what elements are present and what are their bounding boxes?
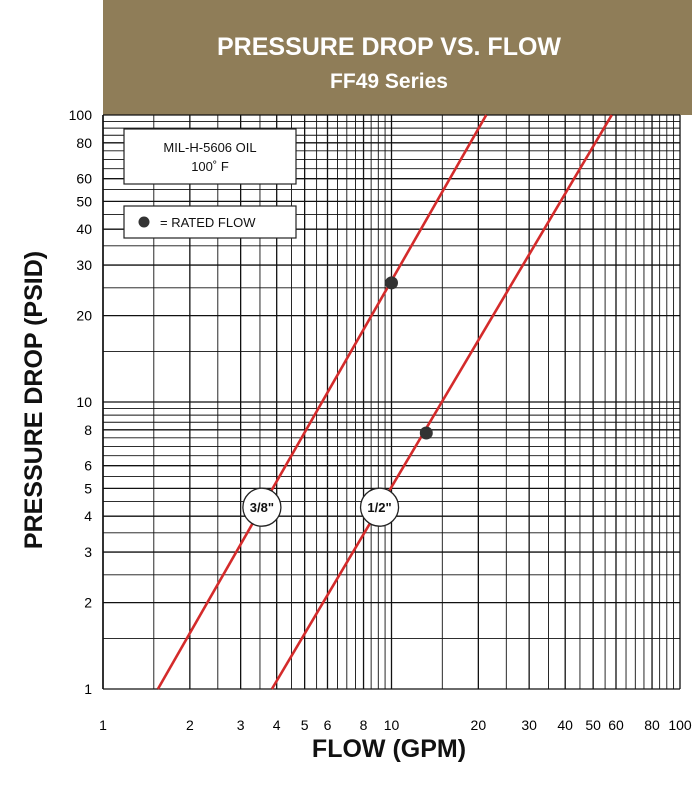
- y-tick-label: 3: [84, 544, 92, 560]
- y-tick-label: 100: [69, 107, 93, 123]
- rated-flow-point: [385, 276, 398, 290]
- series-lines: 3/8" 1/2": [156, 114, 613, 690]
- fluid-legend-box: [123, 128, 297, 185]
- y-tick-label: 8: [84, 422, 92, 438]
- y-tick-label: 60: [76, 171, 92, 187]
- rated-flow-legend-text: = RATED FLOW: [160, 215, 256, 230]
- y-tick-label: 80: [76, 135, 92, 151]
- x-tick-label: 5: [301, 717, 309, 733]
- x-tick-label: 8: [360, 717, 368, 733]
- fluid-legend-line2: 100˚ F: [191, 159, 229, 174]
- series-callout-circle: [359, 487, 400, 527]
- y-tick-label: 10: [76, 394, 92, 410]
- x-tick-label: 40: [557, 717, 573, 733]
- fluid-legend-line1: MIL-H-5606 OIL: [163, 140, 256, 155]
- x-tick-label: 50: [585, 717, 601, 733]
- x-tick-label: 80: [644, 717, 660, 733]
- chart-title: PRESSURE DROP VS. FLOW: [217, 33, 561, 61]
- y-tick-label: 50: [76, 193, 92, 209]
- y-axis-label: PRESSURE DROP (PSID): [20, 251, 48, 549]
- y-tick-label: 2: [84, 595, 92, 611]
- grid: [102, 114, 681, 690]
- y-tick-label: 40: [76, 221, 92, 237]
- x-tick-label: 6: [324, 717, 332, 733]
- series-line: [156, 114, 488, 690]
- x-tick-label: 60: [608, 717, 624, 733]
- series-callout-label: 3/8": [250, 500, 274, 515]
- tick-labels: 1 2 3 4 5 6 8 10 20 30 40 50 60 80 1001234568102030405…: [69, 107, 692, 733]
- x-tick-label: 1: [99, 717, 107, 733]
- y-tick-label: 1: [84, 681, 92, 697]
- x-tick-label: 4: [273, 717, 281, 733]
- series-callout-label: 1/2": [367, 500, 391, 515]
- x-tick-label: 2: [186, 717, 194, 733]
- x-tick-label: 3: [237, 717, 245, 733]
- x-tick-label: 100: [668, 717, 692, 733]
- rated-flow-legend-box: [123, 205, 297, 239]
- y-tick-label: 4: [84, 508, 92, 524]
- y-tick-label: 30: [76, 257, 92, 273]
- series-callout-circle: [242, 487, 282, 527]
- series-line: [270, 114, 613, 690]
- x-tick-label: 10: [384, 717, 400, 733]
- title-banner: [103, 0, 692, 115]
- y-tick-label: 20: [76, 308, 92, 324]
- y-tick-label: 5: [84, 480, 92, 496]
- x-tick-label: 30: [521, 717, 537, 733]
- rated-flow-legend-marker: [138, 216, 150, 228]
- x-axis-label: FLOW (GPM): [312, 735, 466, 763]
- chart-subtitle: FF49 Series: [330, 70, 448, 93]
- y-tick-label: 6: [84, 458, 92, 474]
- x-tick-label: 20: [471, 717, 487, 733]
- rated-flow-point: [419, 426, 433, 440]
